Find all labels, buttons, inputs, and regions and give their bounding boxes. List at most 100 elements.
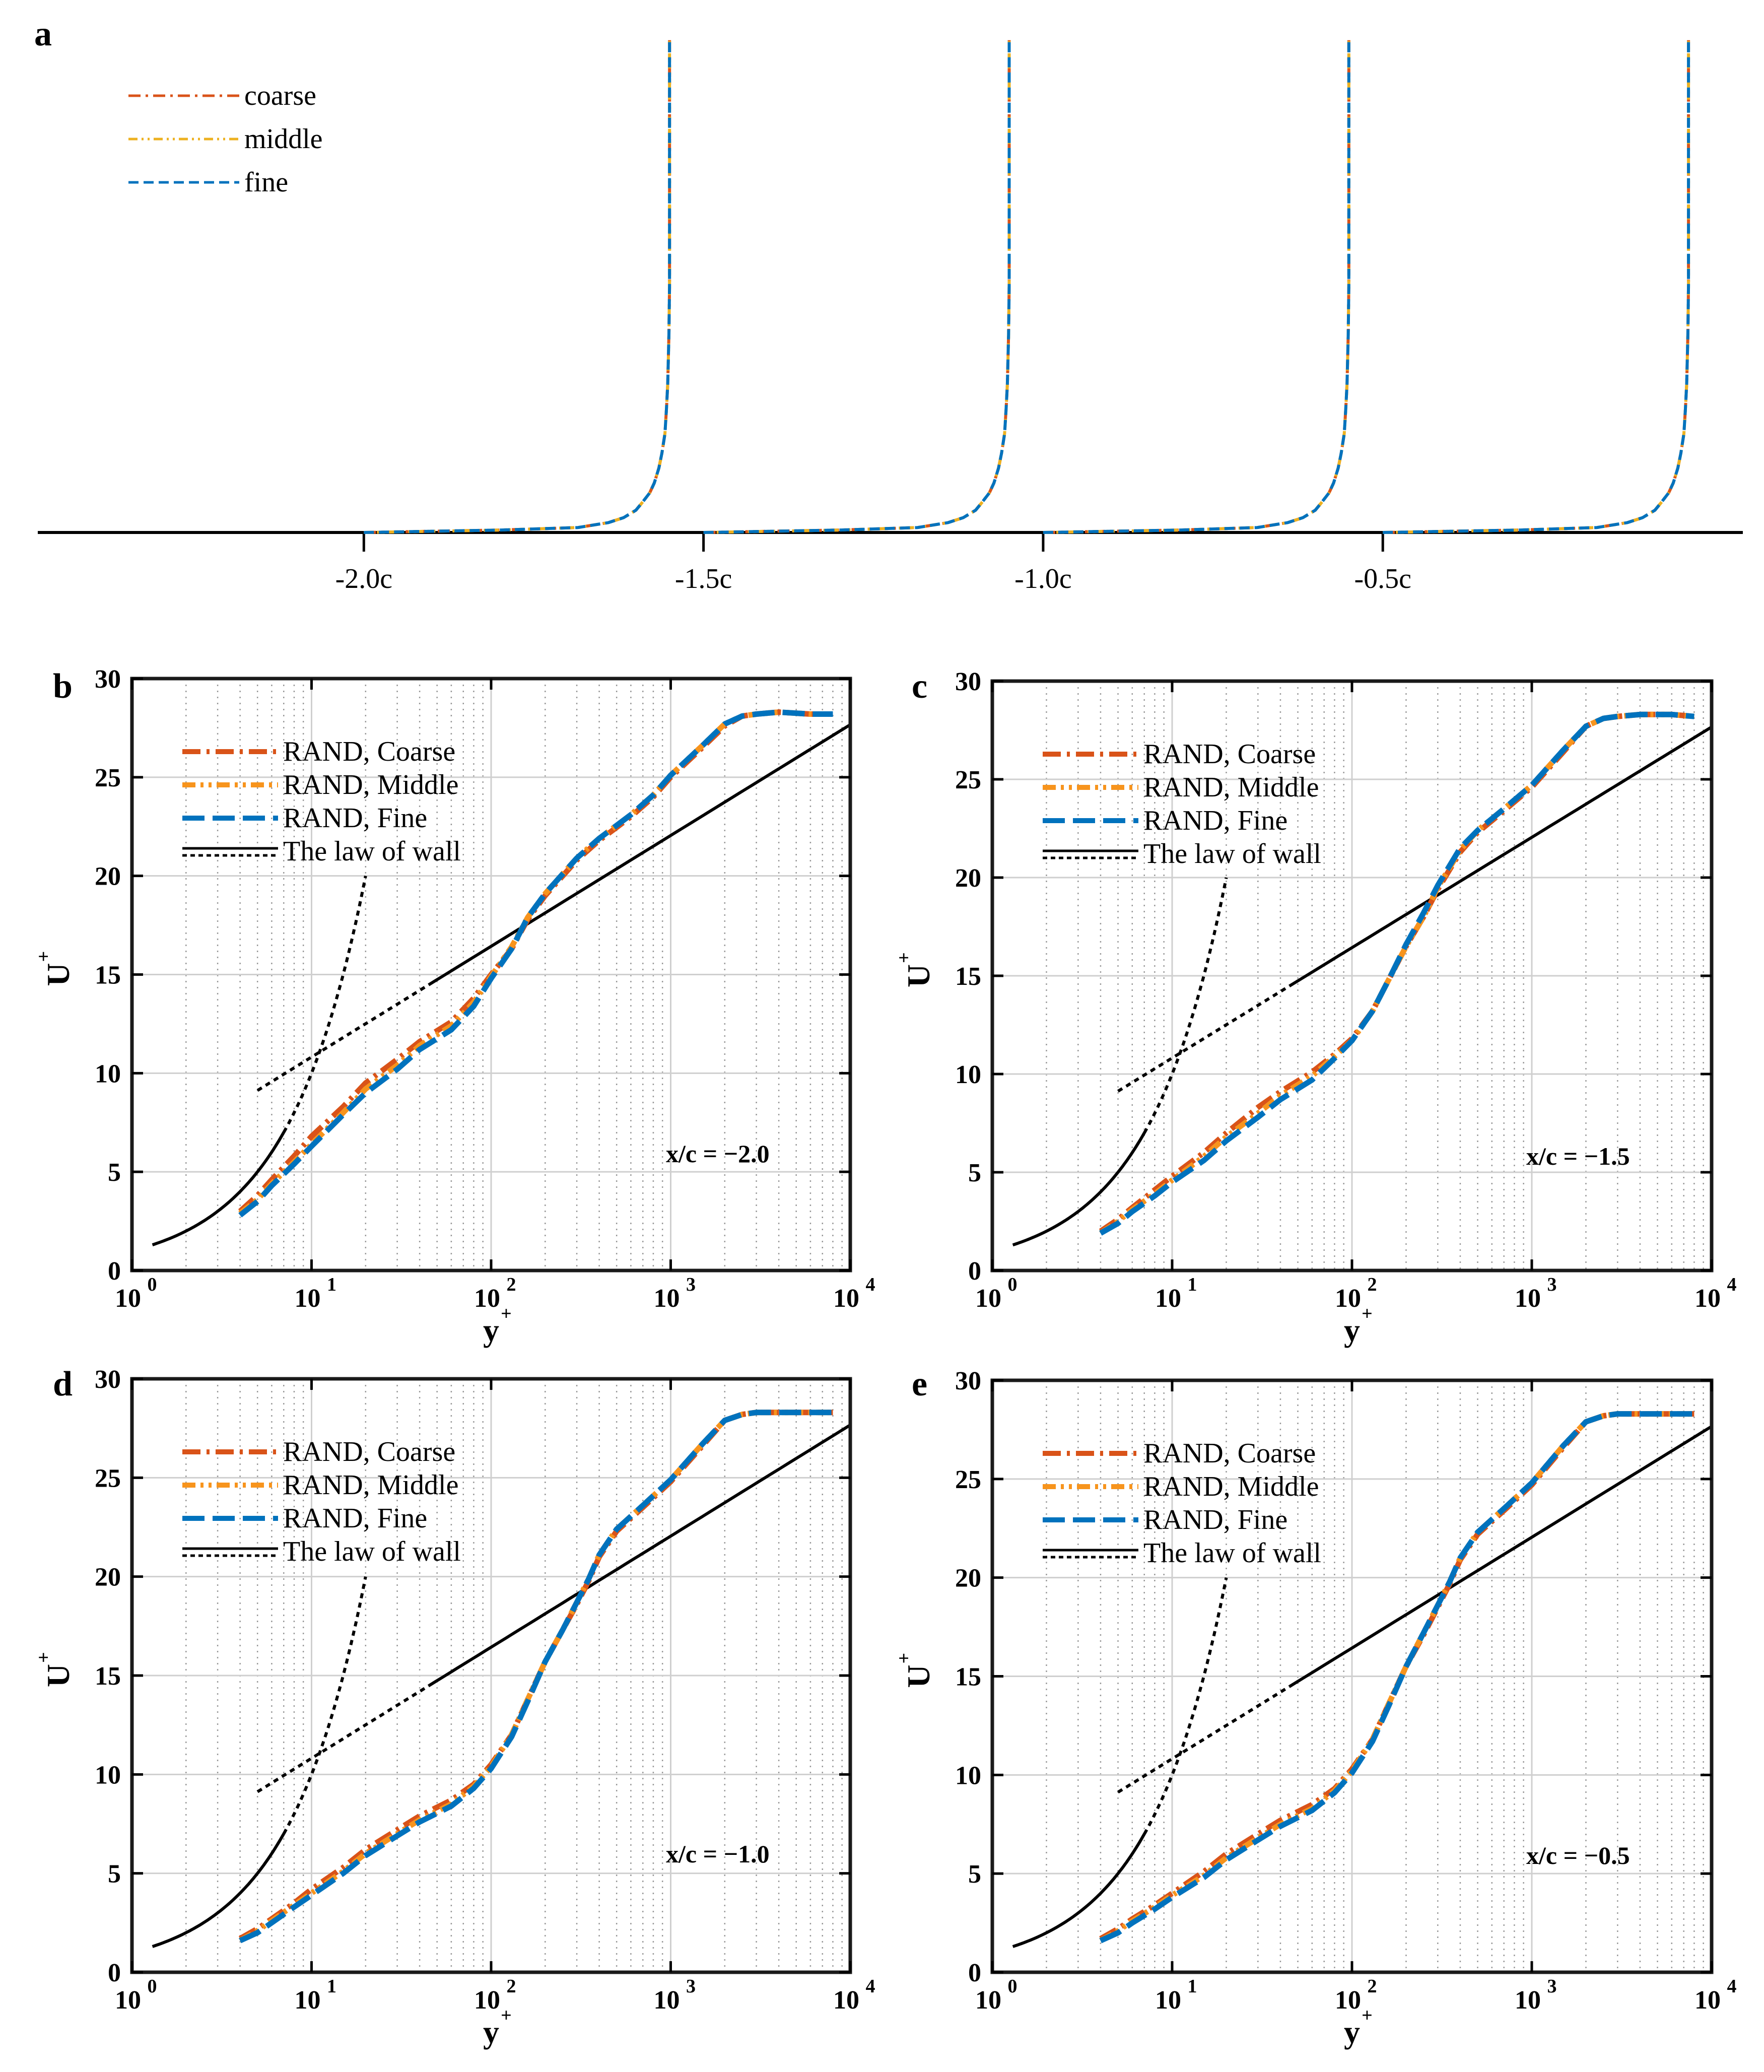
y-tick-label: 10	[955, 1060, 981, 1089]
legend-label: RAND, Coarse	[283, 736, 455, 767]
legend-label: The law of wall	[1143, 838, 1321, 870]
y-axis-label: U	[901, 1664, 936, 1688]
y-tick-label: 0	[108, 1959, 121, 1987]
y-tick-label: 5	[968, 1860, 981, 1889]
legend-label: RAND, Fine	[1143, 1504, 1287, 1535]
x-tick-exponent: 3	[686, 1274, 696, 1295]
x-tick-label: -1.5c	[675, 563, 732, 594]
profile-line-coarse	[364, 38, 671, 534]
legend-label: RAND, Coarse	[283, 1436, 455, 1467]
y-tick-label: 15	[95, 1662, 121, 1691]
panel-annotation: x/c = −1.5	[1526, 1142, 1630, 1170]
profile-line-fine	[1383, 38, 1690, 534]
y-tick-label: 30	[95, 665, 121, 694]
x-axis-label-sup: +	[501, 1303, 512, 1324]
series-line-RAND, Fine	[238, 709, 833, 1218]
y-tick-label: 10	[95, 1761, 121, 1789]
legend-label: RAND, Fine	[283, 803, 427, 834]
y-axis-label-group: U+	[894, 1653, 936, 1688]
x-tick-label: 10	[1694, 1986, 1721, 2015]
x-tick-exponent: 1	[1188, 1274, 1197, 1295]
law-of-wall-viscous-solid	[1012, 1833, 1146, 1948]
x-tick-label: 10	[115, 1284, 141, 1313]
y-tick-label: 25	[95, 1464, 121, 1493]
panel-letter-b: b	[53, 667, 73, 706]
plot-area	[152, 1410, 850, 1948]
legend-label-coarse: coarse	[244, 80, 316, 111]
x-axis-label: y	[1344, 1312, 1360, 1348]
panel-annotation: x/c = −0.5	[1526, 1841, 1630, 1869]
law-of-wall-log-dotted	[1117, 984, 1291, 1093]
y-tick-label: 20	[95, 1563, 121, 1592]
x-axis-label-sup: +	[1362, 2005, 1373, 2026]
law-of-wall-log-dotted	[256, 983, 430, 1092]
x-axis-label: y	[483, 2014, 499, 2050]
law-of-wall-viscous-dotted	[282, 876, 367, 1133]
legend-label: The law of wall	[1143, 1538, 1321, 1569]
x-axis-label: y	[483, 1312, 499, 1348]
x-tick-exponent: 1	[1188, 1976, 1197, 1997]
x-tick-exponent: 2	[1368, 1976, 1377, 1997]
legend-label: RAND, Coarse	[1143, 1438, 1316, 1469]
y-tick-label: 25	[955, 766, 981, 794]
x-tick-label: 10	[975, 1986, 1001, 2015]
profile-line-fine	[703, 38, 1011, 534]
legend-label: RAND, Middle	[1143, 1471, 1319, 1502]
series-line-RAND, Fine	[239, 1410, 833, 1944]
x-tick-label: 10	[1155, 1284, 1181, 1313]
panel-letter-c: c	[912, 667, 927, 706]
y-tick-label: 0	[108, 1257, 121, 1286]
x-tick-exponent: 0	[148, 1274, 157, 1295]
panel-letter-a: a	[34, 15, 52, 53]
law-of-wall-viscous-solid	[152, 1131, 285, 1246]
x-tick-label: -0.5c	[1354, 563, 1411, 594]
x-tick-label: 10	[1155, 1986, 1181, 2015]
profile-line-middle	[1043, 38, 1350, 534]
x-tick-label: 10	[115, 1986, 141, 2015]
x-tick-label: 10	[654, 1986, 680, 2015]
x-tick-exponent: 3	[1547, 1976, 1557, 1997]
law-of-wall-log-dotted	[1117, 1685, 1291, 1794]
profile-line-coarse	[703, 38, 1011, 534]
legend-label: RAND, Coarse	[1143, 739, 1316, 770]
law-of-wall-viscous-dotted	[1143, 877, 1228, 1134]
x-axis-label: y	[1344, 2014, 1360, 2050]
x-tick-label: 10	[295, 1986, 321, 2015]
y-tick-label: 30	[955, 1367, 981, 1395]
y-axis-label: U	[40, 1664, 76, 1687]
plot-area	[1012, 1411, 1712, 1948]
panel-letter-e: e	[912, 1365, 927, 1403]
x-axis-label-sup: +	[501, 2005, 512, 2026]
x-tick-label: 10	[1335, 1986, 1361, 2015]
law-of-wall-log-dotted	[256, 1684, 430, 1793]
x-tick-label: 10	[654, 1284, 680, 1313]
y-axis-label-sup: +	[33, 951, 54, 962]
y-tick-label: 20	[95, 862, 121, 891]
x-tick-label: 10	[1694, 1284, 1721, 1313]
law-of-wall-log-solid	[428, 723, 850, 986]
x-tick-exponent: 0	[148, 1976, 157, 1997]
law-of-wall-viscous-dotted	[1143, 1577, 1228, 1835]
y-axis-label-sup: +	[894, 952, 915, 963]
x-tick-exponent: 4	[866, 1274, 875, 1295]
legend-label: The law of wall	[283, 1536, 461, 1567]
x-tick-label: 10	[295, 1284, 321, 1313]
y-axis-label: U	[40, 963, 76, 986]
y-axis-label-sup: +	[33, 1652, 54, 1663]
y-axis-label: U	[901, 964, 936, 987]
profile-line-middle	[703, 38, 1011, 534]
y-tick-label: 20	[955, 1564, 981, 1593]
x-tick-exponent: 0	[1008, 1976, 1017, 1997]
series-line-RAND, Fine	[1099, 711, 1694, 1236]
y-axis-label-group: U+	[894, 952, 936, 987]
x-tick-label: 10	[1515, 1284, 1541, 1313]
legend-label: RAND, Middle	[1143, 772, 1319, 803]
profile-line-middle	[1383, 38, 1690, 534]
y-tick-label: 5	[108, 1158, 121, 1187]
x-tick-exponent: 2	[507, 1976, 516, 1997]
series-line-RAND, Fine	[1099, 1411, 1694, 1944]
